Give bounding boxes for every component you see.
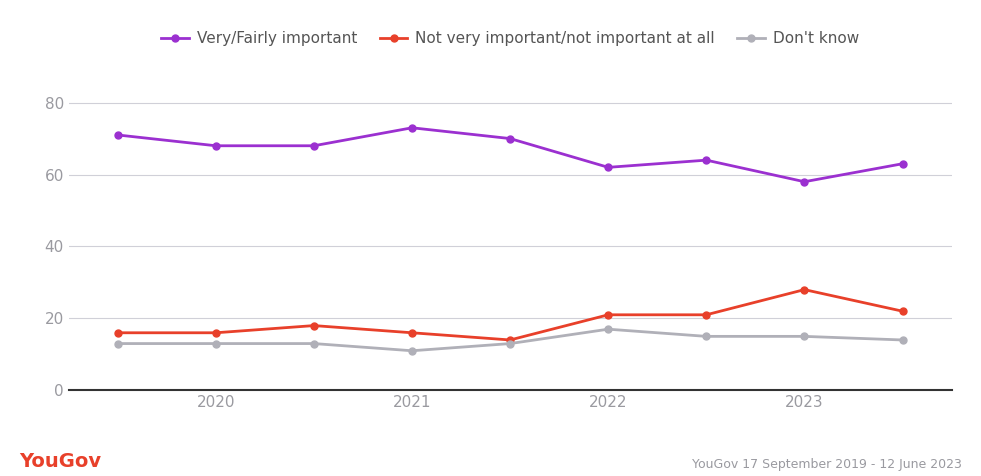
Not very important/not important at all xyxy=(799,287,810,292)
Very/Fairly important xyxy=(504,136,516,141)
Not very important/not important at all xyxy=(504,337,516,343)
Don't know xyxy=(112,341,124,347)
Don't know xyxy=(602,327,614,332)
Don't know xyxy=(897,337,908,343)
Don't know xyxy=(308,341,320,347)
Not very important/not important at all xyxy=(897,308,908,314)
Very/Fairly important xyxy=(112,132,124,138)
Not very important/not important at all xyxy=(406,330,418,336)
Don't know xyxy=(504,341,516,347)
Text: YouGov 17 September 2019 - 12 June 2023: YouGov 17 September 2019 - 12 June 2023 xyxy=(692,458,961,471)
Very/Fairly important xyxy=(700,157,712,163)
Line: Very/Fairly important: Very/Fairly important xyxy=(114,124,906,185)
Legend: Very/Fairly important, Not very important/not important at all, Don't know: Very/Fairly important, Not very importan… xyxy=(155,25,865,52)
Very/Fairly important xyxy=(897,161,908,167)
Don't know xyxy=(799,334,810,339)
Not very important/not important at all xyxy=(210,330,222,336)
Not very important/not important at all xyxy=(308,323,320,328)
Text: YouGov: YouGov xyxy=(20,452,102,471)
Not very important/not important at all xyxy=(700,312,712,317)
Don't know xyxy=(210,341,222,347)
Line: Don't know: Don't know xyxy=(114,326,906,354)
Line: Not very important/not important at all: Not very important/not important at all xyxy=(114,286,906,344)
Very/Fairly important xyxy=(799,179,810,185)
Very/Fairly important xyxy=(308,143,320,149)
Not very important/not important at all xyxy=(112,330,124,336)
Don't know xyxy=(406,348,418,354)
Don't know xyxy=(700,334,712,339)
Very/Fairly important xyxy=(602,165,614,170)
Not very important/not important at all xyxy=(602,312,614,317)
Very/Fairly important xyxy=(406,125,418,130)
Very/Fairly important xyxy=(210,143,222,149)
